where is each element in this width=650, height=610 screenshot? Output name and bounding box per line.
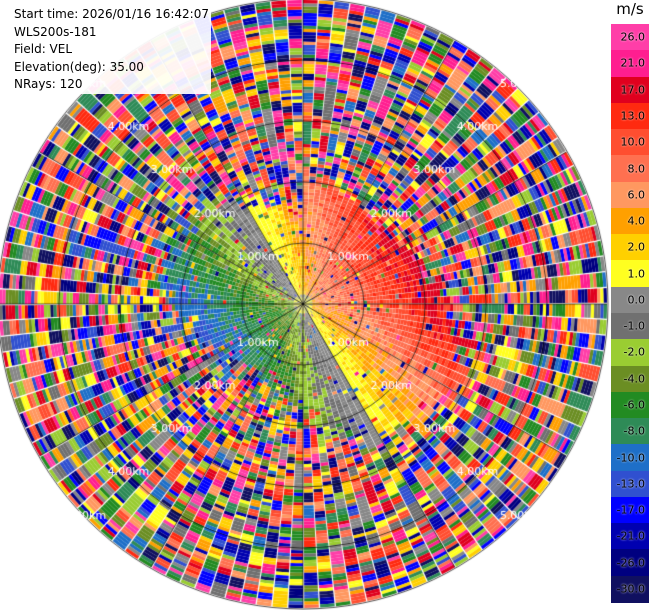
colorbar-segment bbox=[611, 313, 649, 340]
colorbar-segment bbox=[611, 575, 649, 603]
colorbar-tick-label: 8.0 bbox=[627, 162, 646, 175]
colorbar-segment bbox=[611, 418, 649, 445]
colorbar-tick-label: -10.0 bbox=[616, 451, 645, 464]
colorbar-segment bbox=[611, 102, 649, 130]
colorbar-tick-label: 4.0 bbox=[627, 214, 646, 228]
colorbar-segment bbox=[611, 76, 649, 104]
colorbar-segment bbox=[611, 286, 649, 314]
colorbar-segment bbox=[611, 549, 649, 577]
colorbar-tick-label: -8.0 bbox=[623, 424, 645, 438]
colorbar-tick-label: -6.0 bbox=[623, 398, 645, 412]
colorbar-tick-label: 0.0 bbox=[627, 293, 646, 307]
colorbar-tick-label: -30.0 bbox=[616, 582, 645, 596]
colorbar-segment bbox=[611, 207, 649, 235]
colorbar-segment bbox=[611, 129, 649, 156]
info-panel: Start time: 2026/01/16 16:42:07 WLS200s-… bbox=[12, 6, 211, 94]
colorbar-tick-label: -2.0 bbox=[623, 345, 645, 359]
start-time-text: Start time: 2026/01/16 16:42:07 bbox=[14, 7, 209, 21]
colorbar-segment bbox=[611, 181, 649, 209]
colorbar-tick-label: 6.0 bbox=[627, 188, 646, 202]
nrays-text: NRays: 120 bbox=[14, 77, 83, 91]
colorbar-tick-label: 1.0 bbox=[627, 267, 646, 281]
colorbar-segment bbox=[611, 444, 649, 472]
colorbar-tick-label: 21.0 bbox=[620, 56, 646, 70]
colorbar-tick-label: 10.0 bbox=[620, 135, 646, 149]
colorbar-tick-label: -17.0 bbox=[616, 503, 645, 517]
colorbar-tick-label: -1.0 bbox=[623, 319, 645, 333]
colorbar-segment bbox=[611, 496, 649, 524]
colorbar-segment bbox=[611, 234, 649, 262]
colorbar-segment bbox=[611, 470, 649, 498]
colorbar-tick-label: -13.0 bbox=[616, 477, 645, 491]
colorbar-tick-label: -26.0 bbox=[616, 556, 645, 570]
colorbar-segment bbox=[611, 260, 649, 288]
colorbar-segment bbox=[611, 391, 649, 419]
colorbar-segment bbox=[611, 50, 649, 78]
field-text: Field: VEL bbox=[14, 42, 73, 56]
colorbar-tick-label: 17.0 bbox=[620, 83, 646, 97]
colorbar-tick-label: -4.0 bbox=[623, 372, 645, 386]
colorbar-segment bbox=[611, 155, 649, 183]
colorbar-segment bbox=[611, 523, 649, 551]
colorbar-tick-label: 13.0 bbox=[620, 109, 646, 123]
colorbar-segment bbox=[611, 339, 649, 367]
colorbar-unit: m/s bbox=[616, 0, 644, 18]
colorbar-segment bbox=[611, 365, 649, 393]
colorbar-tick-label: 26.0 bbox=[620, 30, 646, 44]
site-text: WLS200s-181 bbox=[14, 24, 97, 39]
colorbar-tick-label: -21.0 bbox=[616, 529, 645, 543]
colorbar: 26.0 21.0 17.0 13.0 10.0 8.0 6.0 4.0 2.0 1.0 0.0 -1… bbox=[611, 24, 649, 603]
colorbar-segment bbox=[611, 24, 649, 51]
colorbar-tick-label: 2.0 bbox=[627, 240, 646, 254]
elevation-text: Elevation(deg): 35.00 bbox=[14, 59, 144, 74]
